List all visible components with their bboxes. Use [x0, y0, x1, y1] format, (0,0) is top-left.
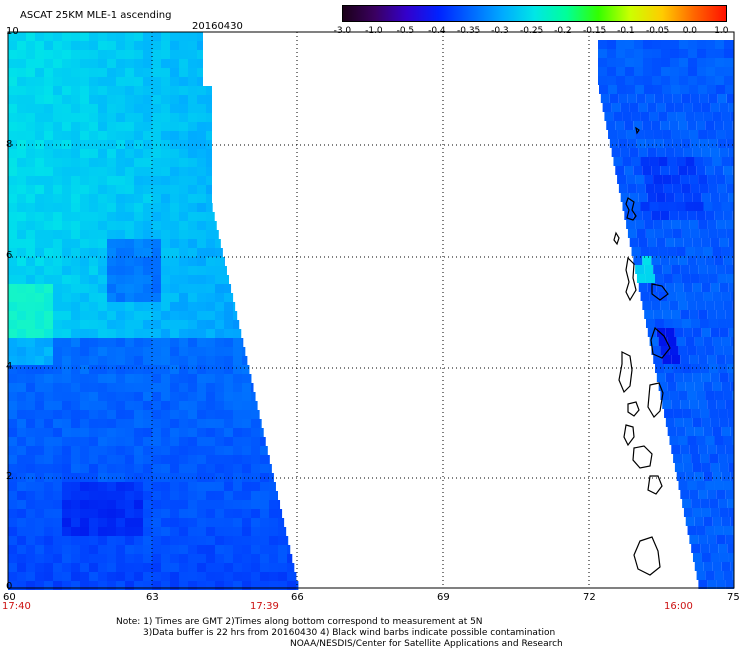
colorbar-tick-label: -0.3: [491, 26, 509, 36]
coastline-islands: [613, 126, 671, 576]
pass-date: 20160430: [192, 21, 243, 32]
colorbar-tick-label: -0.5: [396, 26, 415, 36]
product-title: ASCAT 25KM MLE-1 ascending: [20, 10, 172, 21]
colorbar-tick-label: -0.2: [554, 26, 572, 36]
lat-lon-gridlines: [8, 32, 734, 588]
x-label-72: 72: [583, 592, 596, 603]
maldives-atoll-6: [618, 351, 633, 394]
maldives-atoll-5: [650, 326, 671, 359]
colorbar-tick-label: -3.0: [333, 26, 352, 36]
maldives-atoll-7: [647, 382, 664, 418]
x-label-75: 75: [727, 592, 740, 603]
maldives-atoll-2: [613, 231, 620, 246]
colorbar-tick-label: 1.0: [714, 26, 729, 36]
x-label-63: 63: [146, 592, 159, 603]
colorbar-tick-label: -0.05: [646, 26, 670, 36]
y-label-10: 10: [6, 26, 19, 37]
y-label-6: 6: [6, 250, 13, 261]
colorbar: [342, 5, 727, 22]
note-line-3: NOAA/NESDIS/Center for Satellite Applica…: [290, 639, 563, 649]
maldives-atoll-9: [623, 424, 635, 447]
maldives-atoll-11: [647, 475, 663, 495]
right-swath-cells: [598, 40, 734, 589]
x-label-66: 66: [291, 592, 304, 603]
colorbar-tick-label: -1.0: [365, 26, 383, 36]
note-line-1: Note: 1) Times are GMT 2)Times along bot…: [116, 617, 483, 627]
y-label-8: 8: [6, 139, 13, 150]
maldives-atoll-4: [651, 283, 669, 301]
colorbar-tick-label: -0.4: [428, 26, 446, 36]
x-label-69: 69: [437, 592, 450, 603]
colorbar-tick-label: -0.15: [583, 26, 607, 36]
map-frame: [7, 31, 735, 589]
colorbar-tick-label: 0.0: [682, 26, 698, 36]
note-line-2: 3)Data buffer is 22 hrs from 20160430 4)…: [143, 628, 556, 638]
maldives-atoll-12: [633, 536, 661, 576]
maldives-atoll-3: [625, 256, 637, 302]
y-label-4: 4: [6, 361, 13, 372]
pass-time-right: 16:00: [664, 601, 693, 612]
y-label-0: 0: [6, 581, 13, 592]
maldives-atoll-1: [625, 197, 637, 221]
maldives-atoll-8: [627, 401, 640, 417]
y-label-2: 2: [6, 471, 13, 482]
colorbar-tick-label: -0.35: [457, 26, 481, 36]
left-swath-cells: [8, 32, 299, 590]
pass-time-left-start: 17:40: [2, 601, 31, 612]
maldives-atoll-10: [632, 445, 653, 469]
x-label-60: 60: [3, 592, 16, 603]
colorbar-tick-label: -0.25: [520, 26, 544, 36]
pass-time-left-end: 17:39: [250, 601, 279, 612]
colorbar-tick-label: -0.1: [617, 26, 635, 36]
maldives-islet: [635, 126, 640, 135]
